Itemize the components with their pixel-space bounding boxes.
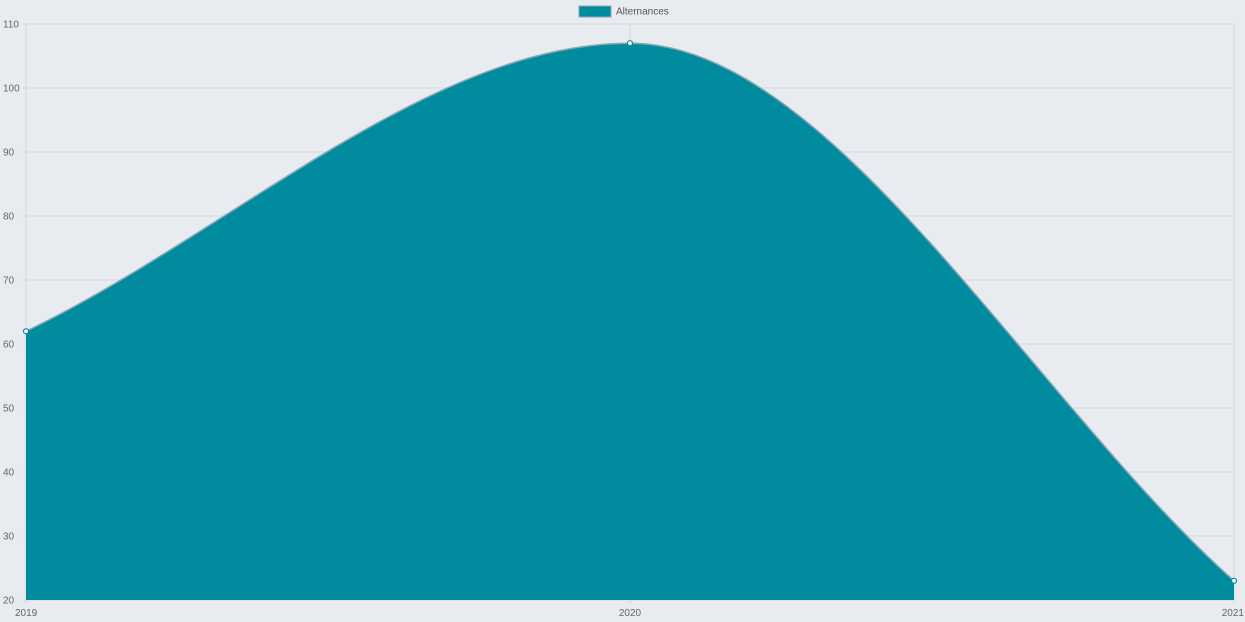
x-tick-label: 2019: [15, 608, 38, 619]
y-tick-label: 20: [3, 596, 15, 607]
data-point[interactable]: [1230, 577, 1238, 584]
data-point[interactable]: [22, 328, 30, 335]
data-point[interactable]: [626, 40, 634, 47]
y-tick-label: 80: [3, 212, 15, 223]
y-tick-label: 100: [3, 84, 20, 95]
legend-label[interactable]: Alternances: [616, 7, 669, 18]
y-axis: 20 30 40 50 60 70 80 90 100 110: [3, 20, 26, 607]
y-tick-label: 90: [3, 148, 15, 159]
y-tick-label: 30: [3, 532, 15, 543]
y-tick-label: 110: [3, 20, 19, 31]
y-tick-label: 60: [3, 340, 15, 351]
y-tick-label: 40: [3, 468, 15, 479]
y-tick-label: 70: [3, 276, 15, 287]
x-tick-label: 2020: [619, 608, 642, 619]
x-axis: 2019 2020 2021: [15, 600, 1244, 619]
y-tick-label: 50: [3, 404, 15, 415]
legend[interactable]: Alternances: [578, 5, 669, 18]
plot-area: [22, 40, 1238, 600]
x-tick-label: 2021: [1222, 608, 1245, 619]
legend-swatch[interactable]: [578, 5, 612, 18]
series-line: [25, 42, 1235, 582]
series-area: [26, 43, 1234, 600]
